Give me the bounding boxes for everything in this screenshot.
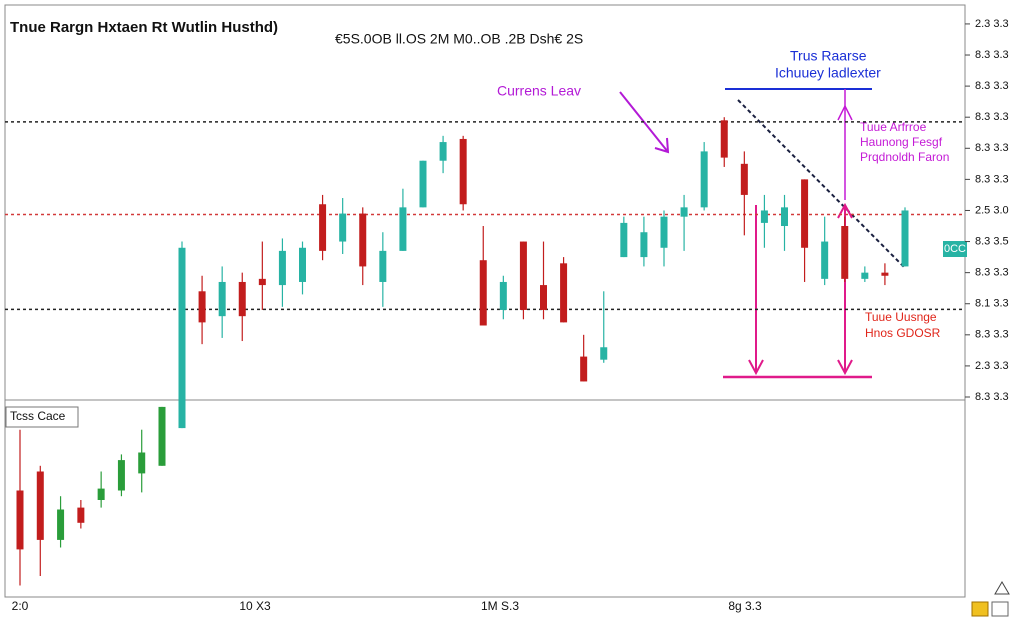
annotation: Tuue Arfrroe [860, 120, 927, 134]
candle-body [519, 241, 527, 310]
y-tick-label: 8.3 3.3 [975, 329, 1009, 341]
plot-frame [4, 4, 966, 598]
x-tick-label: 8g 3.3 [728, 599, 762, 613]
candle-body [77, 507, 85, 523]
candle-body [16, 490, 24, 550]
candle-body [399, 207, 407, 251]
icon[interactable] [991, 601, 1009, 617]
annotation: Haunong Fesgf [860, 135, 943, 149]
candle-body [57, 509, 65, 540]
candle-body [740, 163, 748, 195]
y-tick-label: 8.3 3.3 [975, 111, 1009, 123]
icon[interactable] [971, 601, 989, 617]
candle-body [640, 232, 648, 258]
candle-body [760, 210, 768, 223]
y-tick-label: 2.5 3.0 [975, 204, 1009, 216]
candle-body [841, 226, 849, 279]
arrow-head [748, 359, 764, 376]
candle-body [479, 260, 487, 326]
candle-body [379, 250, 387, 282]
candle-body [580, 356, 588, 382]
candle-body [439, 142, 447, 161]
candle-body [700, 151, 708, 208]
candle-body [600, 347, 608, 360]
panel-title-box [5, 406, 79, 428]
price-tag: 0CC [944, 243, 966, 255]
candle-body [278, 250, 286, 286]
trend-line [737, 99, 906, 269]
y-tick-label: 8.3 3.3 [975, 142, 1009, 154]
y-tick-label: 8.3 3.3 [975, 173, 1009, 185]
price-tag-box [943, 241, 967, 257]
candle-body [881, 272, 889, 276]
y-tick-label: 8.1 3.3 [975, 298, 1009, 310]
y-tick-label: 8.3 3.3 [975, 391, 1009, 403]
annotation: Tuue Uusnge [865, 310, 937, 324]
candle-body [861, 272, 869, 279]
candle-body [339, 213, 347, 242]
candle-body [258, 278, 266, 286]
candle-body [459, 138, 467, 205]
candle-body [660, 216, 668, 248]
candle-body [238, 281, 246, 317]
candle-body [299, 247, 306, 282]
annotation: Currens Leav [497, 83, 581, 99]
candle-body [36, 471, 44, 540]
candle-body [720, 120, 728, 158]
candle-body [499, 281, 507, 310]
candle-body [680, 207, 688, 217]
candle-body [178, 247, 186, 429]
chart-title: Tnue Rargn Hxtaen Rt Wutlin Husthd) [10, 19, 278, 36]
arrow-head [837, 202, 853, 376]
annotation: Hnos GDOSR [865, 326, 941, 340]
candle-body [901, 210, 909, 267]
annotation: Prqdnoldh Faron [860, 150, 949, 164]
candle-body [138, 452, 146, 474]
candle-body [540, 285, 547, 310]
candle-body [801, 179, 809, 248]
candle-body [158, 406, 166, 466]
annotation: Ichuuey ladlexter [775, 65, 881, 81]
y-tick-label: 8.3 3.3 [975, 80, 1009, 92]
x-tick-label: 1M S.3 [481, 599, 519, 613]
candle-body [319, 204, 327, 251]
candle-body [97, 488, 105, 500]
candle-body [781, 207, 788, 227]
candle-body [419, 160, 427, 208]
candle-body [359, 213, 367, 267]
candle-body [198, 291, 206, 323]
candle-body [117, 460, 125, 491]
y-tick-label: 8.3 3.5 [975, 235, 1009, 247]
x-tick-label: 2:0 [12, 599, 29, 613]
icon[interactable] [994, 581, 1010, 595]
candle-body [218, 281, 226, 317]
arrow-head [837, 104, 853, 121]
y-tick-label: 2.3 3.3 [975, 18, 1009, 30]
panel-title: Tcss Cace [10, 409, 66, 423]
candle-body [560, 263, 568, 323]
annotation: Trus Raarse [790, 48, 867, 64]
y-tick-label: 8.3 3.3 [975, 267, 1009, 279]
candle-body [821, 241, 829, 279]
y-tick-label: 8.3 3.3 [975, 49, 1009, 61]
candle-body [620, 222, 628, 258]
x-tick-label: 10 X3 [239, 599, 271, 613]
ohlc-text: €5S.0OB ll.OS 2M M0..OB .2B Dsh€ 2S [335, 31, 583, 47]
y-tick-label: 2.3 3.3 [975, 360, 1009, 372]
